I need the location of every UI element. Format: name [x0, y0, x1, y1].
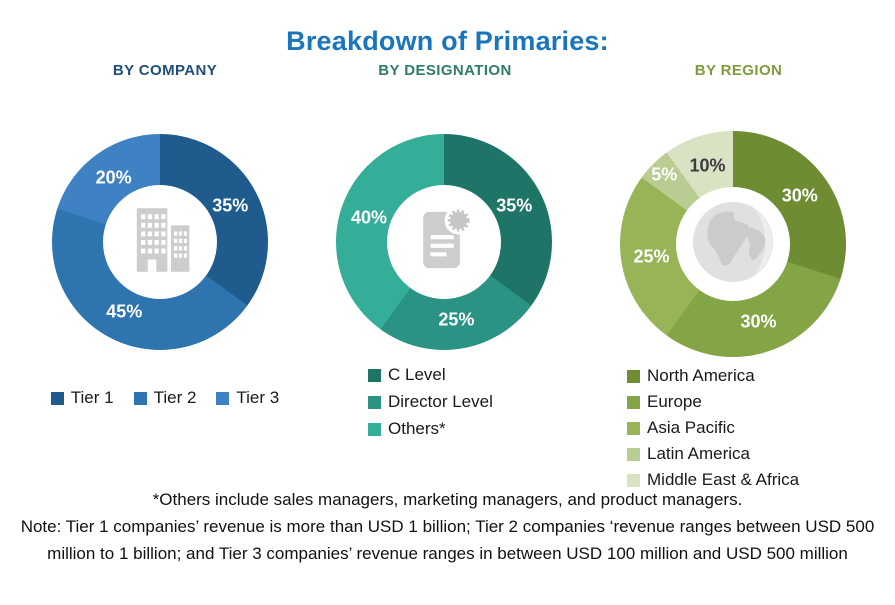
legend-swatch [627, 447, 640, 461]
legend-item: Tier 1 [50, 388, 114, 408]
legend-swatch [368, 395, 381, 409]
legend-swatch [627, 395, 640, 409]
slice-value-label: 30% [781, 185, 818, 205]
company-chart-title: BY COMPANY [112, 62, 218, 79]
slice-value-label: 30% [740, 311, 777, 332]
legend-swatch [50, 391, 64, 405]
legend-label: Tier 2 [153, 388, 197, 407]
page-title: Breakdown of Primaries: [286, 26, 609, 56]
globe-icon [685, 194, 781, 295]
slice-value-label: 40% [351, 207, 388, 228]
company-chart-section: BY COMPANY [30, 62, 300, 407]
legend-swatch [368, 368, 381, 382]
slice-value-label: 25% [438, 309, 475, 330]
footnote-others: *Others include sales managers, marketin… [152, 490, 743, 509]
region-legend: North America Europe Asia Pacific Latin Ame… [627, 366, 799, 490]
footnote-note: Note: Tier 1 companies’ revenue is more … [20, 517, 875, 563]
legend-label: Latin America [647, 444, 750, 463]
legend-label: Tier 1 [70, 388, 114, 407]
legend-label: North America [647, 366, 755, 385]
building-icon [116, 196, 204, 289]
footnote: *Others include sales managers, marketin… [12, 486, 883, 567]
slice-value-label: 45% [106, 301, 143, 322]
legend-label: C Level [388, 365, 446, 384]
legend-item: Middle East & Africa [627, 470, 799, 490]
designation-legend: C Level Director Level Others* [368, 365, 493, 439]
slice-value-label: 5% [651, 164, 678, 185]
region-donut-hole [676, 187, 790, 301]
legend-label: Director Level [388, 392, 493, 411]
legend-swatch [133, 391, 147, 405]
legend-swatch [216, 391, 230, 405]
legend-item: Latin America [627, 444, 799, 464]
document-icon [400, 196, 488, 289]
region-chart-section: BY REGION 30% 30% 25% 5% 10% North America Eu… [596, 62, 881, 489]
designation-chart-title: BY DESIGNATION [378, 62, 512, 79]
legend-item: Director Level [368, 392, 493, 412]
region-chart-title: BY REGION [694, 62, 783, 79]
legend-item: Tier 3 [216, 388, 279, 408]
legend-item: Asia Pacific [627, 418, 799, 438]
slice-value-label: 35% [212, 195, 249, 216]
legend-swatch [627, 473, 640, 487]
company-legend: Tier 1 Tier 2 Tier 3 [30, 388, 300, 408]
legend-item: North America [627, 366, 799, 386]
legend-swatch [627, 369, 640, 383]
legend-label: Europe [647, 392, 702, 411]
legend-swatch [368, 422, 381, 436]
slice-value-label: 20% [95, 167, 132, 188]
slice-value-label: 10% [689, 155, 726, 176]
region-donut-chart: 30% 30% 25% 5% 10% [620, 131, 846, 357]
company-donut-hole [103, 185, 217, 299]
legend-swatch [627, 421, 640, 435]
slice-value-label: 35% [496, 195, 533, 216]
legend-label: Middle East & Africa [647, 470, 800, 489]
designation-donut-chart: 35% 25% 40% [336, 134, 552, 350]
legend-item: C Level [368, 365, 493, 385]
legend-label: Asia Pacific [647, 418, 735, 437]
company-donut-chart: 35% 45% 20% [52, 134, 268, 350]
legend-item: Europe [627, 392, 799, 412]
legend-item: Tier 2 [133, 388, 197, 408]
legend-item: Others* [368, 419, 493, 439]
legend-label: Tier 3 [236, 388, 280, 407]
designation-donut-hole [387, 185, 501, 299]
legend-label: Others* [388, 419, 446, 438]
slice-value-label: 25% [633, 246, 670, 267]
designation-chart-section: BY DESIGNATION 35% 25% 40% C Level Director… [310, 62, 580, 438]
